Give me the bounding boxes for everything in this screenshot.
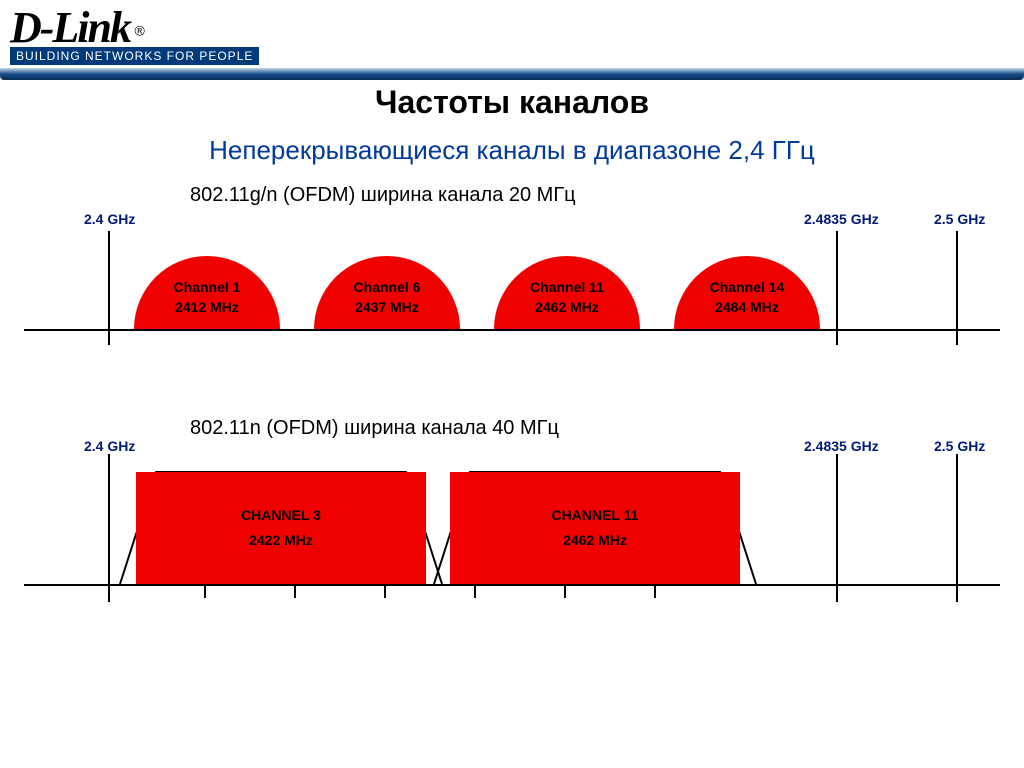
channel-name: CHANNEL 11 <box>450 503 740 528</box>
channel-freq: 2437 MHz <box>314 298 460 318</box>
channel-name: Channel 1 <box>134 278 280 298</box>
freq-marker-line <box>108 231 110 345</box>
channel-dome: Channel 62437 MHz <box>314 256 460 329</box>
channel-dome: Channel 112462 MHz <box>494 256 640 329</box>
header: D-Link ® BUILDING NETWORKS FOR PEOPLE <box>0 0 1024 80</box>
channel-dome: Channel 12412 MHz <box>134 256 280 329</box>
diagram-20mhz: 2.4 GHz 2.4835 GHz 2.5 GHz Channel 12412 MH… <box>24 211 1000 391</box>
diagram40-caption: 802.11n (OFDM) ширина канала 40 МГц <box>190 417 1024 440</box>
channel-block: CHANNEL 112462 MHz <box>450 472 740 584</box>
channel-block: CHANNEL 32422 MHz <box>136 472 426 584</box>
channel-name: Channel 14 <box>674 278 820 298</box>
logo-tagline: BUILDING NETWORKS FOR PEOPLE <box>10 47 259 65</box>
channel-dome: Channel 142484 MHz <box>674 256 820 329</box>
logo: D-Link ® BUILDING NETWORKS FOR PEOPLE <box>10 2 275 70</box>
channel-freq: 2422 MHz <box>136 528 426 553</box>
page-subtitle: Неперекрывающиеся каналы в диапазоне 2,4… <box>0 135 1024 166</box>
channel-freq: 2462 MHz <box>494 298 640 318</box>
channel-freq: 2484 MHz <box>674 298 820 318</box>
axis-line <box>24 329 1000 331</box>
logo-brand: D-Link <box>10 3 130 52</box>
channel-name: CHANNEL 3 <box>136 503 426 528</box>
header-gradient-bar <box>0 68 1024 80</box>
freq-label: 2.4835 GHz <box>804 211 879 227</box>
channel-name: Channel 11 <box>494 278 640 298</box>
freq-label: 2.5 GHz <box>934 211 985 227</box>
freq-marker-line <box>956 231 958 345</box>
channel-freq: 2412 MHz <box>134 298 280 318</box>
diagram-40mhz: 2.4 GHz2.4835 GHz2.5 GHzCHANNEL 32422 MH… <box>24 444 1000 644</box>
logo-registered-icon: ® <box>134 23 144 39</box>
diagram20-caption: 802.11g/n (OFDM) ширина канала 20 МГц <box>190 184 1024 207</box>
channel-freq: 2462 MHz <box>450 528 740 553</box>
channel-name: Channel 6 <box>314 278 460 298</box>
freq-label: 2.4 GHz <box>84 211 135 227</box>
page-title: Частоты каналов <box>0 84 1024 121</box>
freq-marker-line <box>836 231 838 345</box>
